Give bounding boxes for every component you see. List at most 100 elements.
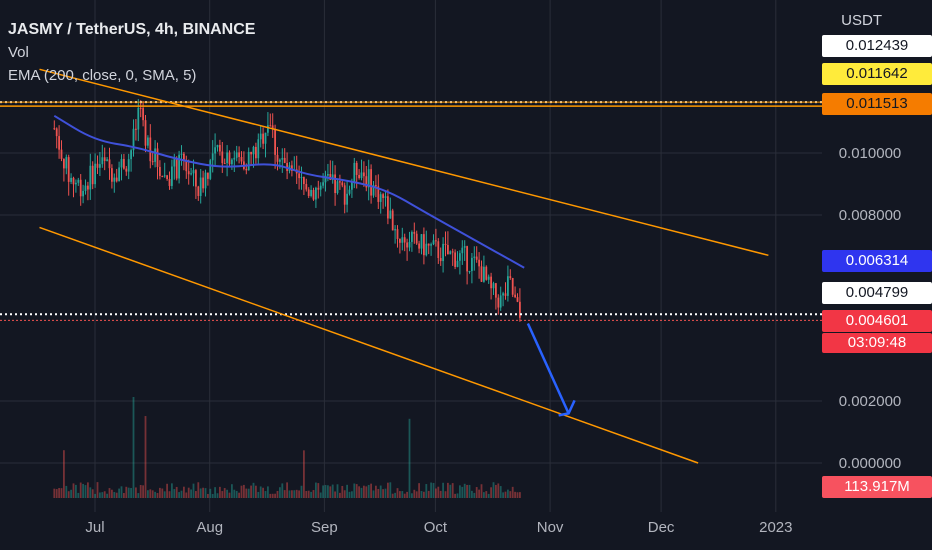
volume-bar — [233, 489, 236, 498]
volume-bar — [439, 490, 442, 498]
volume-bar — [216, 493, 219, 498]
candle-body — [63, 158, 65, 169]
candle-body — [442, 243, 444, 262]
volume-bar — [303, 450, 305, 498]
price-tag[interactable]: 0.012439 — [822, 35, 932, 57]
volume-bar — [456, 493, 459, 498]
candle-body — [439, 258, 442, 262]
vol-indicator-label[interactable]: Vol — [8, 44, 29, 61]
price-tag[interactable]: 0.011513 — [822, 93, 932, 115]
candle-body — [115, 177, 118, 182]
candle-body — [336, 181, 339, 193]
ema-line — [53, 114, 525, 269]
volume-bar — [331, 484, 334, 498]
price-tag[interactable]: 0.004601 — [822, 310, 932, 332]
candle-body — [360, 172, 363, 179]
volume-bar — [137, 493, 140, 498]
volume-bar — [195, 491, 197, 498]
volume-bar — [382, 489, 384, 498]
candle-body — [463, 246, 466, 248]
candle-body — [502, 293, 504, 296]
price-tag[interactable]: 113.917M — [822, 476, 932, 498]
candle-body — [219, 144, 221, 152]
volume-bar — [401, 491, 404, 498]
candle-body — [267, 125, 269, 133]
volume-bar — [312, 490, 315, 498]
candle-body — [101, 157, 104, 165]
candle-body — [259, 133, 262, 140]
volume-bar — [223, 488, 226, 498]
currency-label[interactable]: USDT — [841, 12, 882, 29]
volume-bars — [53, 396, 521, 498]
volume-bar — [468, 484, 471, 498]
candle-body — [435, 240, 437, 242]
volume-bar — [358, 486, 360, 498]
volume-bar — [387, 482, 389, 498]
price-tag[interactable]: 0.011642 — [822, 63, 932, 85]
volume-bar — [151, 490, 154, 498]
candle-body — [459, 253, 461, 261]
candle-body — [175, 159, 178, 179]
volume-bar — [329, 486, 332, 498]
candle-body — [379, 194, 382, 202]
candle-body — [65, 157, 68, 169]
candle-body — [487, 276, 490, 280]
candle-body — [418, 243, 420, 249]
candle-body — [262, 133, 264, 144]
candle-body — [106, 159, 108, 161]
price-tag[interactable]: 0.006314 — [822, 250, 932, 272]
candle-body — [127, 159, 130, 172]
volume-bar — [149, 489, 152, 498]
volume-bar — [252, 482, 255, 498]
candle-body — [135, 128, 137, 130]
volume-bar — [379, 485, 382, 498]
volume-bar — [353, 483, 356, 498]
candle-body — [382, 194, 384, 198]
volume-bar — [154, 491, 156, 498]
candle-body — [473, 256, 476, 258]
symbol-title[interactable]: JASMY / TetherUS, 4h, BINANCE — [8, 21, 256, 38]
volume-bar — [451, 483, 454, 498]
candle-body — [190, 173, 192, 175]
volume-bar — [322, 485, 324, 498]
volume-bar — [367, 484, 370, 498]
volume-bar — [418, 483, 420, 498]
price-tag[interactable]: 0.004799 — [822, 282, 932, 304]
ema-indicator-label[interactable]: EMA (200, close, 0, SMA, 5) — [8, 67, 197, 84]
candle-body — [137, 107, 140, 130]
volume-bar — [307, 490, 310, 498]
price-tag[interactable]: 03:09:48 — [822, 333, 932, 353]
volume-bar — [511, 486, 514, 498]
volume-bar — [483, 492, 485, 498]
volume-bar — [82, 483, 84, 498]
volume-bar — [454, 493, 456, 498]
candle-body — [269, 125, 272, 127]
volume-bar — [180, 490, 183, 498]
candle-body — [387, 196, 389, 219]
candle-body — [307, 189, 310, 196]
volume-bar — [77, 492, 80, 498]
volume-bar — [163, 491, 166, 498]
candle-body — [456, 260, 459, 267]
candle-body — [384, 196, 387, 198]
candle-body — [87, 185, 89, 190]
volume-bar — [207, 493, 209, 498]
candle-body — [159, 166, 161, 176]
volume-bar — [70, 489, 72, 498]
candle-body — [310, 189, 312, 196]
candle-body — [245, 168, 248, 171]
candle-body — [96, 163, 99, 168]
volume-bar — [221, 491, 224, 498]
x-tick-label: Jul — [85, 519, 104, 536]
volume-bar — [190, 489, 192, 498]
candle-body — [276, 154, 279, 162]
candle-body — [377, 186, 380, 202]
volume-bar — [295, 489, 298, 498]
candle-body — [226, 152, 228, 164]
candle-body — [139, 107, 142, 109]
volume-bar — [99, 492, 101, 498]
volume-bar — [235, 490, 238, 498]
volume-bar — [391, 493, 394, 498]
candle-body — [519, 301, 521, 318]
